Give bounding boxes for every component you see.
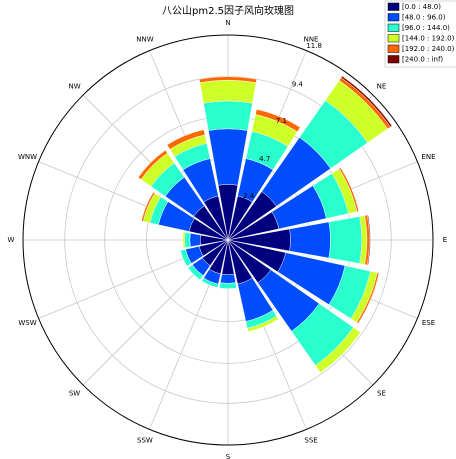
direction-label: SW — [69, 389, 80, 397]
wedge-segment — [184, 232, 191, 248]
r-tick-label: 7.1 — [276, 117, 287, 125]
direction-label: SSE — [304, 436, 317, 444]
direction-label: NNE — [304, 36, 319, 44]
wedge-segment — [166, 129, 206, 150]
wedge-segment — [328, 216, 362, 264]
wedge-segment — [247, 315, 279, 332]
wedge-segment — [315, 327, 361, 373]
legend-label: [192.0 : 240.0) — [402, 45, 455, 53]
r-tick-label: 2.4 — [243, 192, 255, 200]
r-tick-label: 9.4 — [292, 80, 304, 88]
wedge-segment — [255, 109, 301, 133]
wedge-segment — [141, 191, 156, 222]
chart-title: 八公山pm2.5因子风向玫瑰图 — [162, 4, 294, 17]
direction-label: WNW — [18, 153, 37, 161]
r-tick-label: 11.8 — [306, 42, 322, 50]
wedge-segment — [199, 79, 257, 104]
direction-label: NNW — [136, 36, 153, 44]
wedge-segment — [220, 273, 236, 284]
direction-label: NE — [377, 83, 387, 91]
wedge-segment — [180, 249, 192, 267]
direction-label: N — [225, 19, 230, 27]
wedge-segment — [203, 100, 253, 131]
legend-label: [48.0 : 96.0) — [402, 14, 446, 22]
legend-swatch — [387, 2, 400, 11]
wedge-segment — [182, 231, 186, 249]
wedge-segment — [289, 221, 331, 259]
r-tick-label: 4.7 — [259, 155, 270, 163]
legend-label: [144.0 : 192.0) — [402, 35, 455, 43]
wedge-segment — [367, 214, 371, 266]
wedge-segment — [187, 264, 204, 281]
legend-swatch — [387, 34, 400, 43]
wedge-segment — [199, 76, 257, 83]
direction-label: SE — [377, 389, 386, 397]
legend-label: [240.0 : inf) — [402, 56, 443, 64]
direction-label: WSW — [18, 319, 36, 327]
legend-swatch — [387, 13, 400, 22]
wedge-segment — [356, 272, 380, 324]
wedge-segment — [201, 277, 219, 288]
legend-label: [0.0 : 48.0) — [402, 3, 441, 11]
wedge-segment — [189, 233, 201, 247]
wedge-segment — [340, 75, 393, 128]
legend-swatch — [387, 44, 400, 53]
direction-label: ESE — [422, 319, 435, 327]
wedge-segment — [338, 167, 359, 212]
direction-label: W — [8, 236, 15, 244]
wedge-segment — [219, 282, 237, 289]
grid-circle — [22, 34, 434, 446]
direction-label: ENE — [421, 153, 435, 161]
wedge-segment — [137, 149, 168, 180]
legend-swatch — [387, 55, 400, 64]
legend-swatch — [387, 23, 400, 32]
direction-label: SSW — [137, 436, 153, 444]
direction-label: NW — [68, 83, 80, 91]
legend-label: [96.0 : 144.0) — [402, 24, 450, 32]
direction-label: S — [226, 453, 231, 459]
direction-label: E — [443, 236, 447, 244]
